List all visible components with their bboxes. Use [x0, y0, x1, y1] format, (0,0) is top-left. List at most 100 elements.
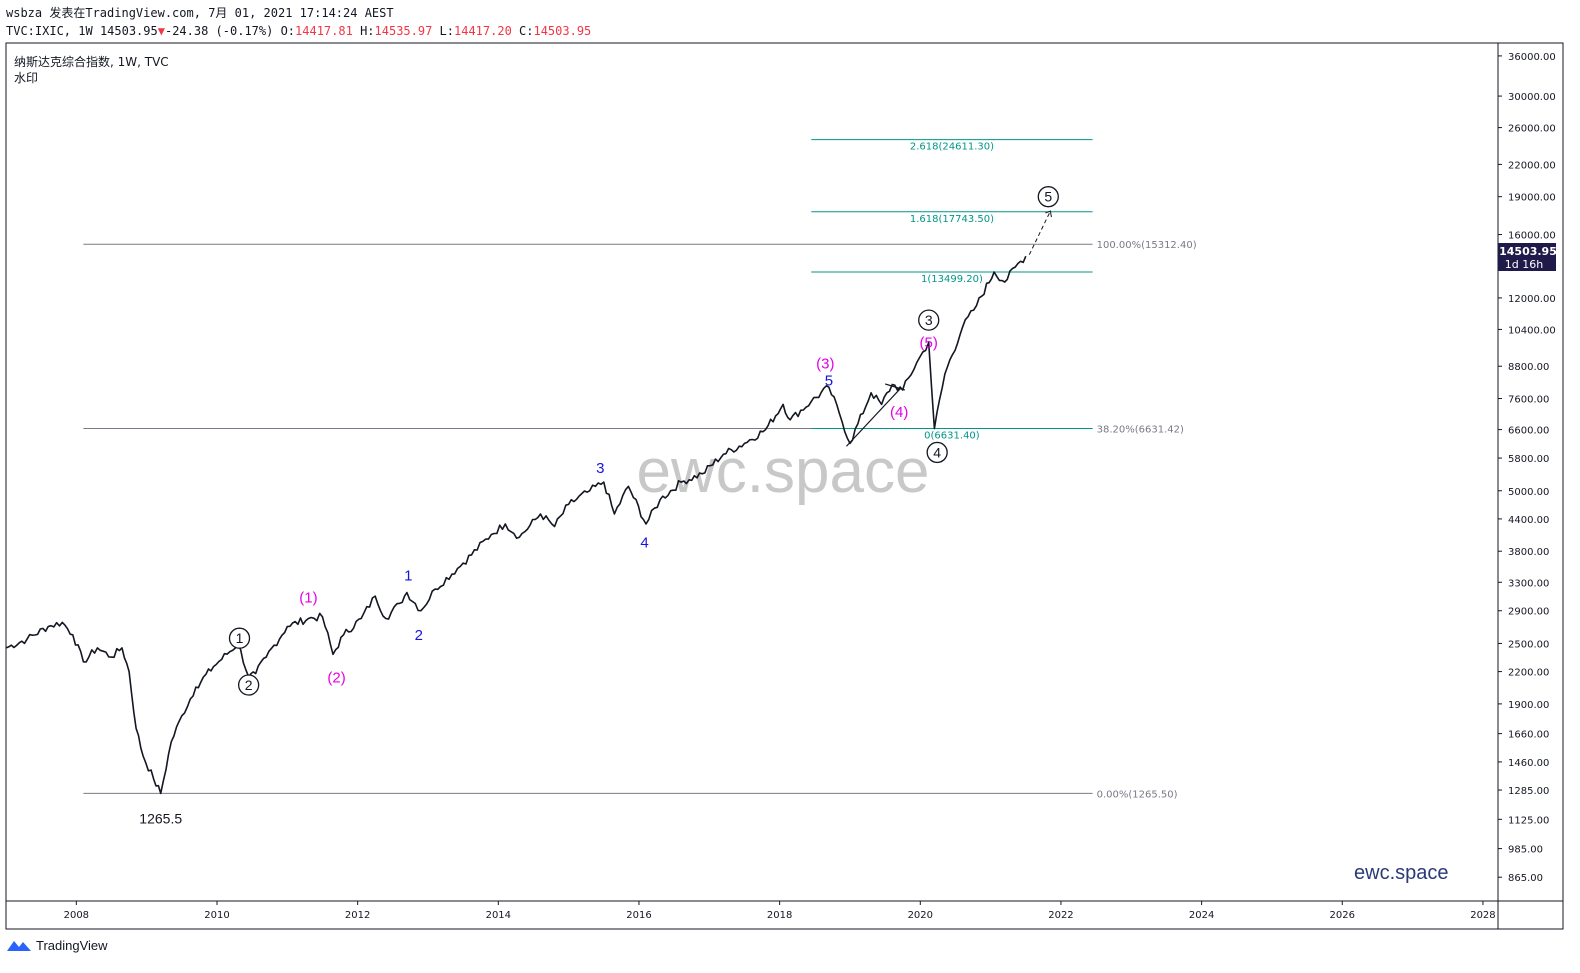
wedge-trendline — [884, 383, 905, 391]
intermediate-wave-label: (2) — [327, 670, 345, 687]
price-badge-box — [1498, 243, 1556, 271]
y-tick-label: 30000.00 — [1508, 92, 1556, 103]
y-tick-label: 7600.00 — [1508, 395, 1549, 406]
chart-header: wsbza 发表在TradingView.com, 7月 01, 2021 17… — [6, 4, 591, 40]
fib-extension-label: 0(6631.40) — [924, 431, 980, 442]
watermark: ewc.space — [637, 437, 930, 506]
x-tick-label: 2018 — [767, 910, 792, 921]
price-badge: 14503.95 1d 16h — [1498, 243, 1557, 271]
circled-wave-label: 3 — [925, 312, 933, 328]
open-label: O: — [280, 24, 296, 38]
fib-levels: 100.00%(15312.40) 38.20%(6631.42) 0.00%(12… — [83, 139, 1197, 800]
x-tick-label: 2020 — [908, 910, 933, 921]
x-tick-label: 2008 — [64, 910, 89, 921]
y-tick-label: 10400.00 — [1508, 325, 1556, 336]
publish-info: wsbza 发表在TradingView.com, 7月 01, 2021 17… — [6, 4, 591, 22]
wedge-trendline — [846, 387, 902, 447]
circled-wave-label: 4 — [933, 444, 941, 460]
y-tick-label: 865.00 — [1508, 873, 1543, 884]
y-tick-label: 19000.00 — [1508, 193, 1556, 204]
y-tick-label: 985.00 — [1508, 845, 1543, 856]
low-value-label: 1265.5 — [139, 810, 182, 826]
y-tick-label: 2900.00 — [1508, 607, 1549, 618]
y-tick-label: 2500.00 — [1508, 639, 1549, 650]
intermediate-wave-label: (3) — [816, 356, 834, 373]
low-label: L: — [439, 24, 454, 38]
circled-wave-label: 5 — [1044, 189, 1052, 205]
price-line — [5, 255, 1027, 795]
symbol-label[interactable]: TVC:IXIC, 1W — [6, 24, 93, 38]
x-tick-label: 2028 — [1470, 910, 1495, 921]
open-value: 14417.81 — [295, 24, 353, 38]
y-tick-label: 6600.00 — [1508, 426, 1549, 437]
x-tick-label: 2022 — [1048, 910, 1073, 921]
y-tick-label: 12000.00 — [1508, 294, 1556, 305]
x-tick-label: 2014 — [486, 910, 511, 921]
projection-arrowhead-icon — [1045, 210, 1052, 218]
high-label: H: — [360, 24, 375, 38]
x-tick-label: 2016 — [626, 910, 651, 921]
y-tick-label: 16000.00 — [1508, 231, 1556, 242]
y-tick-label: 1285.00 — [1508, 786, 1549, 797]
y-tick-label: 3300.00 — [1508, 578, 1549, 589]
y-tick-label: 3800.00 — [1508, 547, 1549, 558]
minor-wave-label: 4 — [640, 535, 648, 552]
y-tick-label: 2200.00 — [1508, 668, 1549, 679]
fib-extension-label: 1(13499.20) — [921, 274, 983, 285]
high-value: 14535.97 — [374, 24, 433, 38]
minor-wave-label: 2 — [415, 627, 423, 644]
fib-retracement-label: 38.20%(6631.42) — [1097, 425, 1184, 436]
minor-wave-label: 5 — [825, 372, 833, 389]
wave-annotations: 1265.5 1 2 3 4 5 (1) (2) (3) (4) (5) 1 2 3 4 5 — [139, 186, 1059, 826]
close-label: C: — [519, 24, 534, 38]
y-tick-label: 22000.00 — [1508, 160, 1556, 171]
intermediate-wave-label: (1) — [299, 589, 317, 606]
x-tick-label: 2026 — [1330, 910, 1355, 921]
time-axis[interactable]: 2008 2010 2012 2014 2016 2018 2020 2022 2024 2026… — [64, 901, 1496, 921]
circled-wave-marker — [1037, 186, 1059, 208]
price-series — [5, 210, 1052, 795]
published-on: 发表在TradingView.com, — [49, 6, 201, 20]
y-tick-label: 5800.00 — [1508, 454, 1549, 465]
close-value: 14503.95 — [533, 24, 592, 38]
down-arrow-icon: ▼ — [157, 24, 165, 38]
x-tick-label: 2010 — [204, 910, 229, 921]
y-tick-label: 1900.00 — [1508, 700, 1549, 711]
fib-retracement-label: 0.00%(1265.50) — [1097, 789, 1178, 800]
fib-extension-label: 1.618(17743.50) — [910, 214, 994, 225]
circled-wave-marker — [237, 674, 260, 696]
footer-brand: TradingView — [36, 937, 108, 953]
circled-wave-marker — [228, 627, 251, 649]
publish-datetime: 7月 01, 2021 17:14:24 AEST — [208, 6, 394, 20]
ohlc-row: TVC:IXIC, 1W 14503.95▼-24.38 (-0.17%) O:… — [6, 22, 591, 40]
circled-wave-marker — [926, 441, 948, 464]
fib-retracement-label: 100.00%(15312.40) — [1097, 240, 1197, 251]
intermediate-wave-label: (5) — [920, 335, 938, 352]
minor-wave-label: 1 — [404, 568, 412, 585]
projection-dashed-line — [1028, 210, 1051, 255]
footer[interactable]: TradingView — [6, 937, 108, 953]
intermediate-wave-label: (4) — [890, 404, 908, 421]
legend-title: 纳斯达克综合指数, 1W, TVC — [14, 54, 169, 69]
y-tick-label: 1660.00 — [1508, 730, 1549, 741]
circled-wave-label: 2 — [245, 677, 253, 693]
circled-wave-marker — [918, 309, 940, 331]
author[interactable]: wsbza — [6, 6, 43, 20]
price-axis[interactable]: 36000.00 30000.00 26000.00 22000.00 19000.00… — [1498, 52, 1556, 884]
circled-wave-label: 1 — [236, 630, 244, 646]
low-value: 14417.20 — [454, 24, 512, 38]
brand-watermark: ewc.space — [1354, 862, 1449, 884]
last-price: 14503.95 — [99, 24, 158, 38]
minor-wave-label: 3 — [596, 460, 604, 477]
y-tick-label: 36000.00 — [1508, 52, 1556, 63]
y-tick-label: 1460.00 — [1508, 758, 1549, 769]
y-tick-label: 1125.00 — [1508, 815, 1549, 826]
price-badge-countdown: 1d 16h — [1505, 258, 1543, 271]
tradingview-logo-icon — [7, 941, 31, 951]
y-tick-label: 4400.00 — [1508, 515, 1549, 526]
y-tick-label: 26000.00 — [1508, 124, 1556, 135]
price-change: -24.38 (-0.17%) — [164, 24, 274, 38]
y-tick-label: 5000.00 — [1508, 487, 1549, 498]
price-badge-value: 14503.95 — [1499, 245, 1557, 258]
